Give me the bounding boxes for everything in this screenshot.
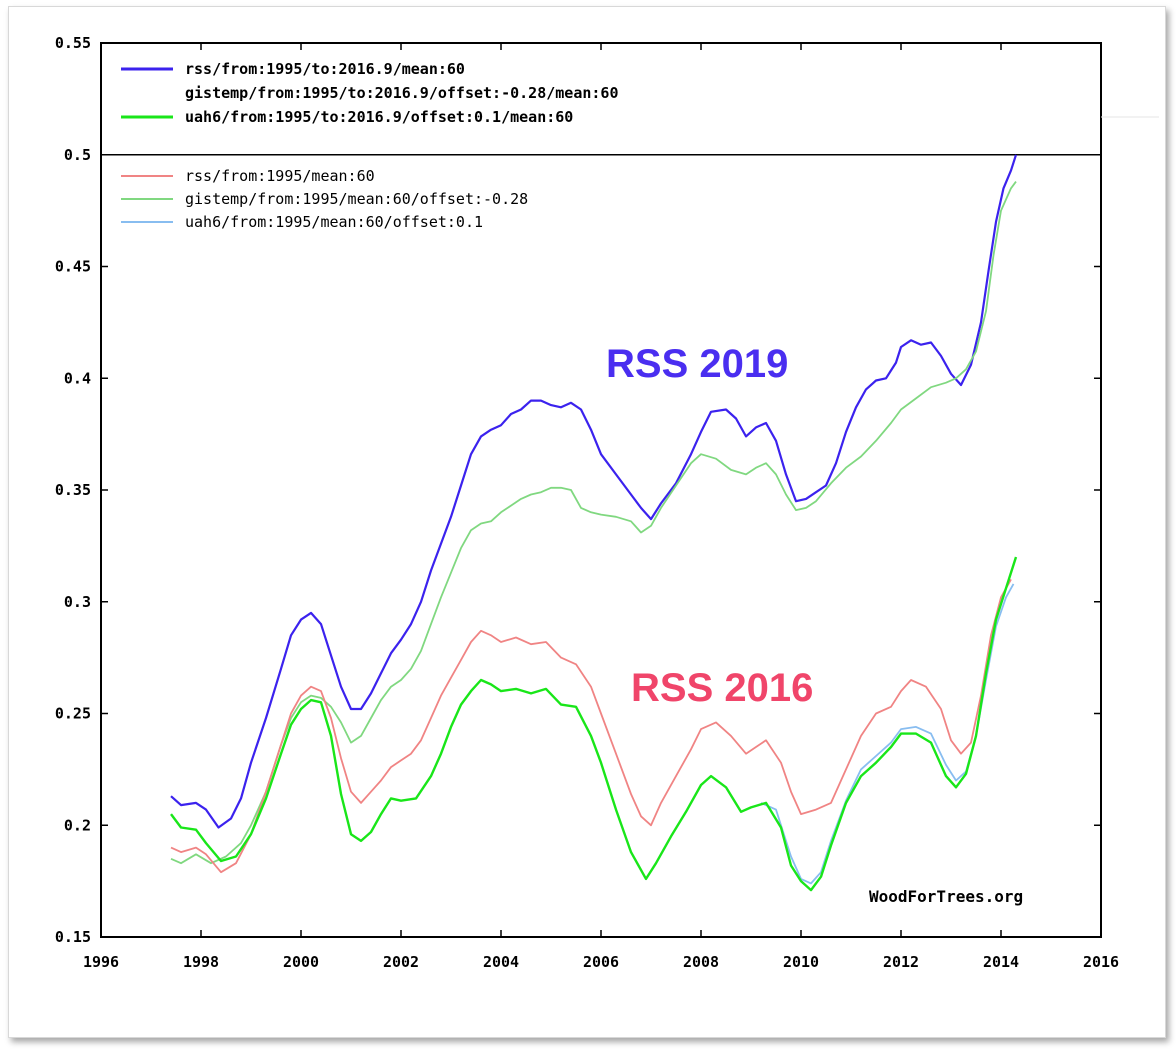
legend-inner: rss/from:1995/mean:60 gistemp/from:1995/m… [121,167,528,231]
x-tick-label: 2004 [483,953,519,971]
chart-frame: 0.55 0.5 0.45 0.4 0.35 0.3 0.25 0.2 0.15 1996 1998… [8,6,1166,1038]
y-tick-label: 0.25 [55,705,91,723]
y-tick-label: 0.2 [64,816,91,834]
annotation-rss-2016: RSS 2016 [631,666,813,710]
series-layer [170,154,1018,892]
y-tick-label: 0.55 [55,34,91,52]
watermark: WoodForTrees.org [869,887,1023,906]
x-tick-label: 1998 [183,953,219,971]
legend-label: gistemp/from:1995/to:2016.9/offset:-0.28… [185,84,618,102]
axes: 0.55 0.5 0.45 0.4 0.35 0.3 0.25 0.2 0.15 1996 1998… [55,34,1159,971]
y-tick-label: 0.45 [55,258,91,276]
series-line-0 [170,154,1018,829]
x-tick-label: 2000 [283,953,319,971]
y-tick-label: 0.35 [55,481,91,499]
y-tick-label: 0.5 [64,146,91,164]
x-tick-label: 2012 [883,953,919,971]
line-chart: 0.55 0.5 0.45 0.4 0.35 0.3 0.25 0.2 0.15 1996 1998… [55,34,1159,971]
legend-label: rss/from:1995/mean:60 [185,167,375,185]
y-tick-label: 0.4 [64,369,91,387]
annotation-rss-2019: RSS 2019 [606,342,788,386]
y-tick-label: 0.15 [55,928,91,946]
legend-top: rss/from:1995/to:2016.9/mean:60 gistemp/f… [121,60,618,126]
x-tick-label: 2008 [683,953,719,971]
legend-label: uah6/from:1995/to:2016.9/offset:0.1/mean… [185,108,573,126]
x-tick-label: 2014 [983,953,1019,971]
x-tick-label: 2016 [1083,953,1119,971]
x-tick-label: 2006 [583,953,619,971]
series-line-2 [170,578,1012,874]
legend-label: rss/from:1995/to:2016.9/mean:60 [185,60,465,78]
x-tick-label: 1996 [83,953,119,971]
y-tick-label: 0.3 [64,593,91,611]
x-tick-label: 2002 [383,953,419,971]
x-tick-label: 2010 [783,953,819,971]
series-line-1 [170,181,1017,865]
legend-label: uah6/from:1995/mean:60/offset:0.1 [185,213,483,231]
legend-label: gistemp/from:1995/mean:60/offset:-0.28 [185,190,528,208]
series-line-4 [170,556,1018,892]
